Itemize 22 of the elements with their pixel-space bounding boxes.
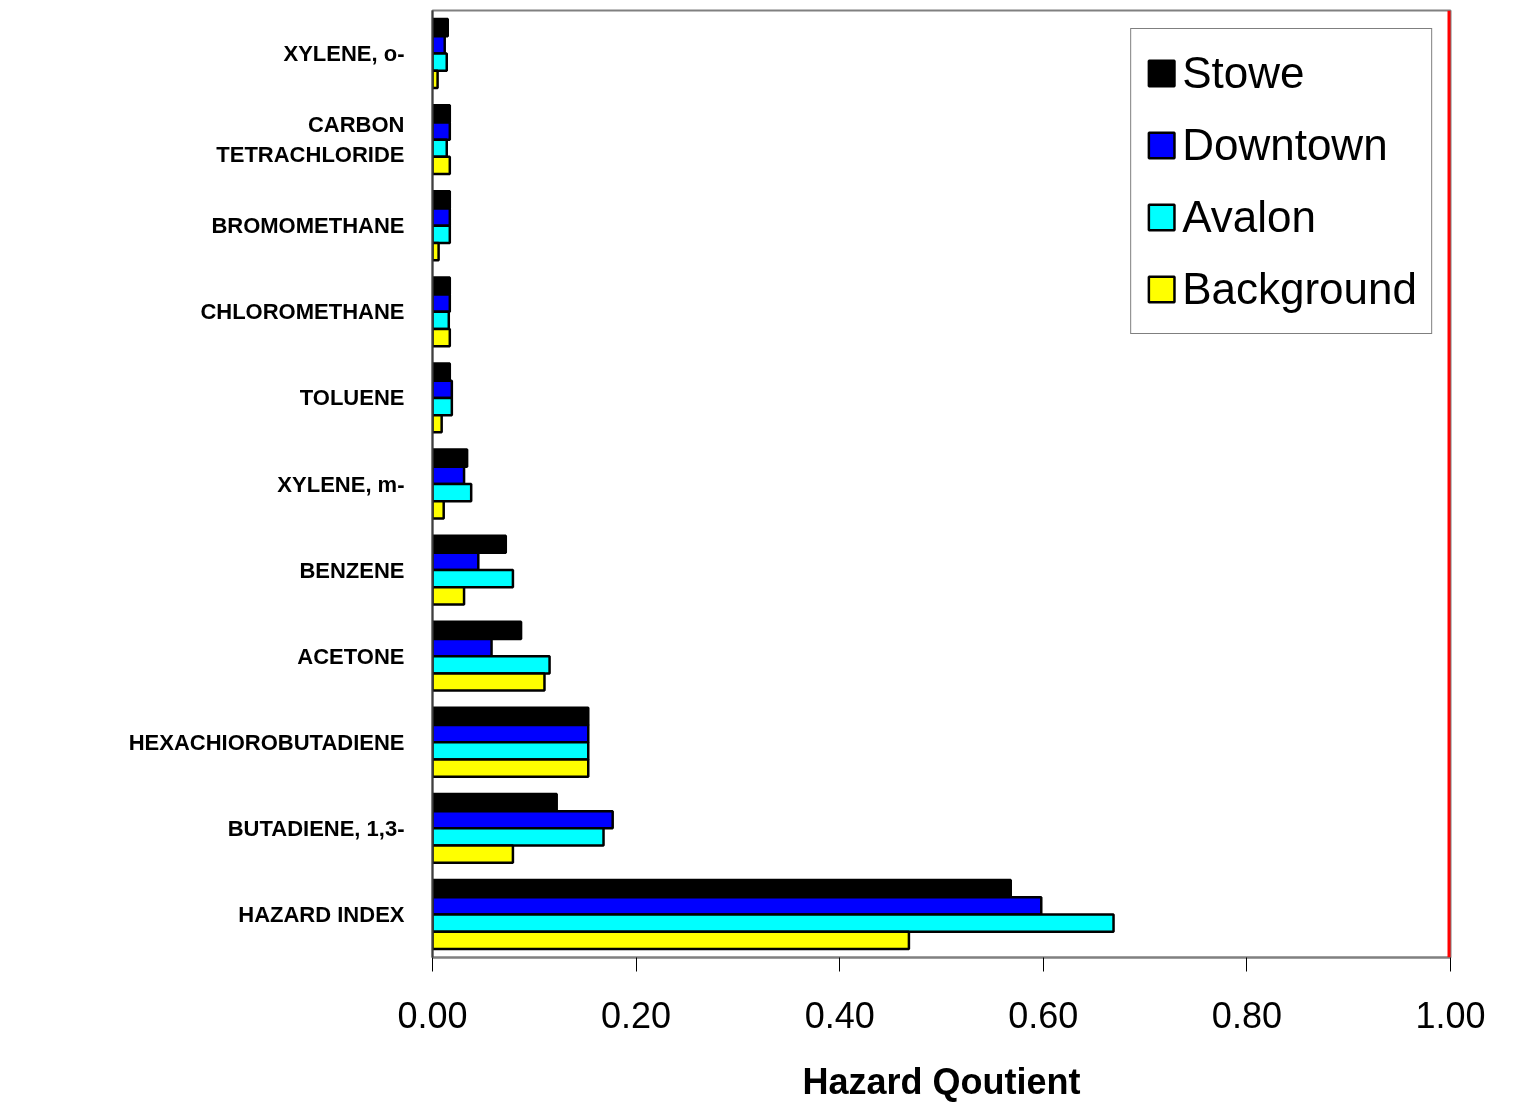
x-axis-title: Hazard Qoutient (802, 1060, 1081, 1102)
legend-label: Background (1182, 263, 1417, 315)
y-tick-label: CHLOROMETHANE (200, 299, 405, 325)
y-tick-label: ACETONE (297, 643, 405, 669)
y-tick-label: HEXACHIOROBUTADIENE (128, 729, 405, 755)
y-tick-label: BROMOMETHANE (211, 213, 405, 239)
x-tick-label: 0.60 (1008, 994, 1079, 1036)
y-tick-label: HAZARD INDEX (238, 901, 405, 927)
y-tick-label: CARBON TETRACHLORIDE (216, 112, 405, 168)
y-tick-label: BUTADIENE, 1,3- (227, 815, 405, 841)
legend-label: Stowe (1182, 47, 1305, 99)
x-tick-label: 0.80 (1211, 994, 1282, 1036)
x-tick-label: 0.20 (601, 994, 672, 1036)
x-tick-label: 0.00 (397, 994, 468, 1036)
legend-label: Downtown (1182, 119, 1388, 171)
x-tick-label: 0.40 (804, 994, 875, 1036)
y-tick-label: XYLENE, m- (277, 471, 405, 497)
y-tick-label: BENZENE (299, 557, 405, 583)
y-tick-label: TOLUENE (299, 385, 405, 411)
legend-label: Avalon (1182, 191, 1316, 243)
x-tick-label: 1.00 (1415, 994, 1486, 1036)
y-tick-label: XYLENE, o- (283, 41, 405, 67)
